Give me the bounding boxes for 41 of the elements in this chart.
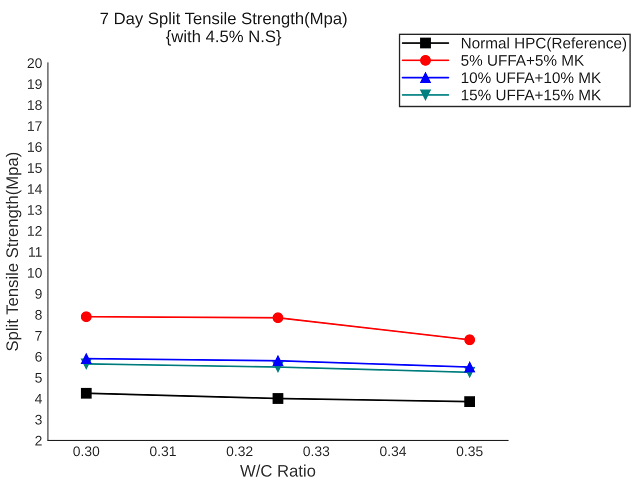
y-tick-label: 11 bbox=[29, 247, 42, 257]
y-tick-label: 14 bbox=[28, 184, 42, 194]
y-tick-label: 2 bbox=[35, 436, 42, 446]
y-axis-title: Split Tensile Strength(Mpa) bbox=[6, 152, 22, 351]
x-tick-label: 0.34 bbox=[380, 446, 406, 456]
y-tick-label: 4 bbox=[34, 394, 42, 404]
x-tick-label: 0.35 bbox=[456, 446, 483, 456]
point bbox=[464, 396, 476, 408]
y-tick-label: 6 bbox=[35, 352, 42, 362]
y-tick-label: 15 bbox=[28, 163, 42, 173]
y-tick-label: 17 bbox=[28, 121, 42, 131]
x-axis-title: W/C Ratio bbox=[240, 464, 316, 477]
point bbox=[464, 362, 476, 372]
legend-label: 10% UFFA+10% MK bbox=[462, 72, 601, 84]
point bbox=[272, 312, 284, 324]
y-tick-label: 9 bbox=[35, 288, 42, 299]
point bbox=[80, 388, 92, 399]
y-tick-label: 19 bbox=[28, 79, 42, 90]
y-tick-label: 8 bbox=[35, 310, 42, 320]
x-tick-label: 0.33 bbox=[303, 446, 330, 456]
point bbox=[272, 393, 284, 404]
y-tick-label: 7 bbox=[35, 331, 42, 341]
point bbox=[80, 353, 92, 364]
y-tick-label: 5 bbox=[35, 372, 42, 383]
x-tick-label: 0.31 bbox=[150, 446, 176, 456]
point bbox=[80, 311, 92, 322]
y-tick-label: 16 bbox=[28, 142, 42, 152]
point bbox=[464, 334, 476, 346]
y-tick-label: 12 bbox=[28, 226, 42, 236]
point bbox=[272, 355, 284, 366]
chart-title: 7 Day Split Tensile Strength(Mpa) {with 4.5% N.S} bbox=[100, 12, 347, 46]
y-tick-label: 3 bbox=[35, 414, 42, 425]
legend-label: Normal HPC(Reference) bbox=[462, 37, 626, 52]
y-tick-label: 20 bbox=[28, 58, 42, 68]
x-tick-label: 0.30 bbox=[73, 446, 100, 456]
y-tick-label: 18 bbox=[28, 100, 42, 110]
legend-label: 15% UFFA+15% MK bbox=[462, 90, 601, 100]
x-tick-label: 0.32 bbox=[226, 446, 252, 456]
y-tick-label: 10 bbox=[28, 268, 42, 278]
y-tick-label: 13 bbox=[28, 205, 42, 215]
legend-label: 5% UFFA+5% MK bbox=[461, 55, 584, 66]
